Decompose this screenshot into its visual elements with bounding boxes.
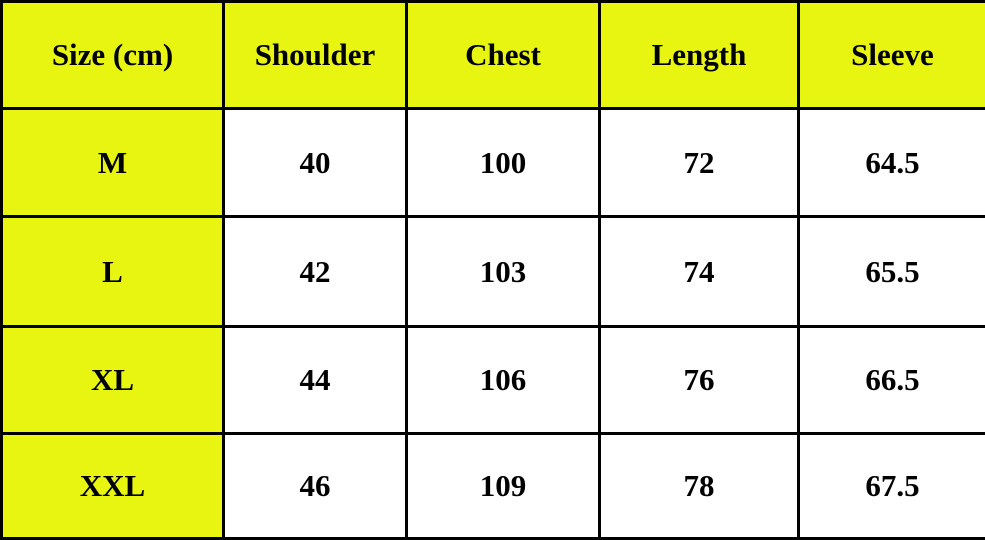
shoulder-cell: 44 <box>224 327 407 434</box>
sleeve-cell: 65.5 <box>799 217 985 327</box>
shoulder-cell: 42 <box>224 217 407 327</box>
length-cell: 78 <box>600 434 799 539</box>
table-row: XL 44 106 76 66.5 <box>2 327 985 434</box>
length-cell: 76 <box>600 327 799 434</box>
chest-cell: 103 <box>407 217 600 327</box>
shoulder-cell: 46 <box>224 434 407 539</box>
sleeve-cell: 67.5 <box>799 434 985 539</box>
header-chest: Chest <box>407 2 600 109</box>
size-cell: M <box>2 109 224 217</box>
chest-cell: 109 <box>407 434 600 539</box>
table-row: L 42 103 74 65.5 <box>2 217 985 327</box>
length-cell: 74 <box>600 217 799 327</box>
length-cell: 72 <box>600 109 799 217</box>
chest-cell: 106 <box>407 327 600 434</box>
size-cell: XXL <box>2 434 224 539</box>
shoulder-cell: 40 <box>224 109 407 217</box>
sleeve-cell: 66.5 <box>799 327 985 434</box>
header-shoulder: Shoulder <box>224 2 407 109</box>
size-cell: L <box>2 217 224 327</box>
sleeve-cell: 64.5 <box>799 109 985 217</box>
header-sleeve: Sleeve <box>799 2 985 109</box>
table-row: XXL 46 109 78 67.5 <box>2 434 985 539</box>
table-row: M 40 100 72 64.5 <box>2 109 985 217</box>
header-size: Size (cm) <box>2 2 224 109</box>
header-length: Length <box>600 2 799 109</box>
size-cell: XL <box>2 327 224 434</box>
chest-cell: 100 <box>407 109 600 217</box>
header-row: Size (cm) Shoulder Chest Length Sleeve <box>2 2 985 109</box>
